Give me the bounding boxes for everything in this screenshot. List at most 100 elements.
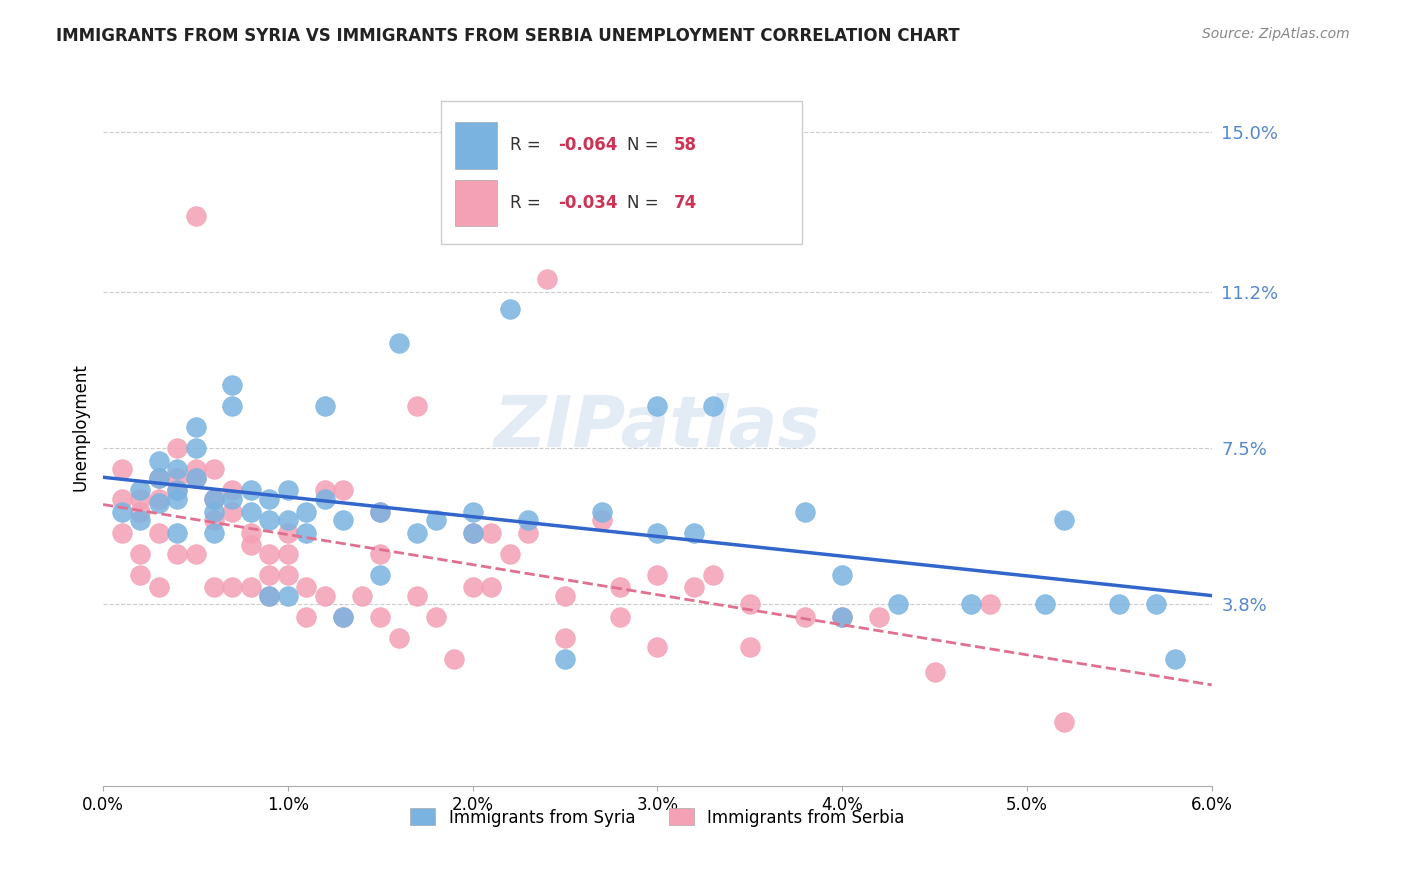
Point bbox=[259, 589, 281, 603]
Point bbox=[239, 525, 262, 540]
Point bbox=[647, 640, 669, 654]
Point bbox=[702, 399, 724, 413]
Point bbox=[166, 525, 188, 540]
Point bbox=[239, 538, 262, 552]
Point bbox=[517, 525, 540, 540]
Y-axis label: Unemployment: Unemployment bbox=[72, 363, 89, 491]
Point bbox=[1035, 598, 1057, 612]
Point bbox=[461, 504, 484, 518]
Point bbox=[221, 483, 243, 498]
Point bbox=[831, 610, 853, 624]
Point bbox=[960, 598, 983, 612]
Text: Source: ZipAtlas.com: Source: ZipAtlas.com bbox=[1202, 27, 1350, 41]
Point bbox=[479, 581, 502, 595]
Point bbox=[924, 665, 946, 679]
Point bbox=[202, 504, 225, 518]
Point bbox=[332, 483, 354, 498]
Point bbox=[295, 525, 318, 540]
Text: -0.064: -0.064 bbox=[558, 136, 617, 154]
Point bbox=[184, 471, 207, 485]
Point bbox=[221, 378, 243, 392]
Point bbox=[702, 567, 724, 582]
Point bbox=[979, 598, 1001, 612]
Point bbox=[332, 610, 354, 624]
Point bbox=[148, 581, 170, 595]
Point bbox=[609, 610, 631, 624]
Point bbox=[591, 513, 613, 527]
Point bbox=[129, 491, 152, 506]
Point bbox=[1108, 598, 1130, 612]
Point bbox=[259, 589, 281, 603]
FancyBboxPatch shape bbox=[454, 179, 496, 227]
Point bbox=[129, 504, 152, 518]
Point bbox=[110, 462, 132, 476]
Point bbox=[129, 567, 152, 582]
Point bbox=[479, 525, 502, 540]
Text: IMMIGRANTS FROM SYRIA VS IMMIGRANTS FROM SERBIA UNEMPLOYMENT CORRELATION CHART: IMMIGRANTS FROM SYRIA VS IMMIGRANTS FROM… bbox=[56, 27, 960, 45]
Point bbox=[129, 483, 152, 498]
Point bbox=[314, 399, 336, 413]
Point bbox=[259, 567, 281, 582]
Text: -0.034: -0.034 bbox=[558, 194, 617, 211]
Point bbox=[166, 471, 188, 485]
Point bbox=[277, 547, 299, 561]
Point bbox=[239, 504, 262, 518]
Point bbox=[202, 525, 225, 540]
Point bbox=[166, 491, 188, 506]
Point bbox=[794, 610, 817, 624]
Text: N =: N = bbox=[627, 194, 665, 211]
Point bbox=[148, 496, 170, 510]
Point bbox=[166, 547, 188, 561]
Point bbox=[461, 525, 484, 540]
Point bbox=[406, 525, 429, 540]
Text: R =: R = bbox=[510, 194, 546, 211]
Point bbox=[443, 652, 465, 666]
Point bbox=[295, 610, 318, 624]
Point bbox=[239, 581, 262, 595]
Point bbox=[148, 525, 170, 540]
Point bbox=[831, 610, 853, 624]
FancyBboxPatch shape bbox=[441, 101, 801, 244]
Point bbox=[683, 581, 706, 595]
Point bbox=[683, 525, 706, 540]
Point bbox=[110, 491, 132, 506]
Point bbox=[517, 513, 540, 527]
Point bbox=[332, 610, 354, 624]
Point bbox=[166, 462, 188, 476]
Point bbox=[406, 399, 429, 413]
Text: R =: R = bbox=[510, 136, 546, 154]
Point bbox=[406, 589, 429, 603]
Point bbox=[1144, 598, 1167, 612]
Point bbox=[184, 547, 207, 561]
Point bbox=[591, 504, 613, 518]
Point bbox=[388, 335, 411, 350]
Text: ZIPatlas: ZIPatlas bbox=[494, 392, 821, 462]
Point bbox=[388, 631, 411, 645]
Point bbox=[277, 525, 299, 540]
Point bbox=[166, 483, 188, 498]
Point bbox=[184, 209, 207, 223]
Point bbox=[425, 610, 447, 624]
Text: 74: 74 bbox=[673, 194, 697, 211]
Point bbox=[647, 567, 669, 582]
Point bbox=[221, 491, 243, 506]
Point bbox=[148, 491, 170, 506]
Point bbox=[350, 589, 373, 603]
Point bbox=[259, 491, 281, 506]
Point bbox=[738, 598, 761, 612]
Point bbox=[184, 442, 207, 456]
Point bbox=[609, 581, 631, 595]
Point bbox=[536, 272, 558, 286]
Point bbox=[221, 399, 243, 413]
Point bbox=[1053, 715, 1076, 730]
Point bbox=[166, 442, 188, 456]
Point bbox=[461, 525, 484, 540]
Point bbox=[368, 610, 391, 624]
Point bbox=[425, 513, 447, 527]
Point bbox=[498, 301, 520, 316]
Point bbox=[148, 454, 170, 468]
Point bbox=[110, 525, 132, 540]
Point bbox=[647, 525, 669, 540]
Point bbox=[202, 513, 225, 527]
Point bbox=[647, 399, 669, 413]
